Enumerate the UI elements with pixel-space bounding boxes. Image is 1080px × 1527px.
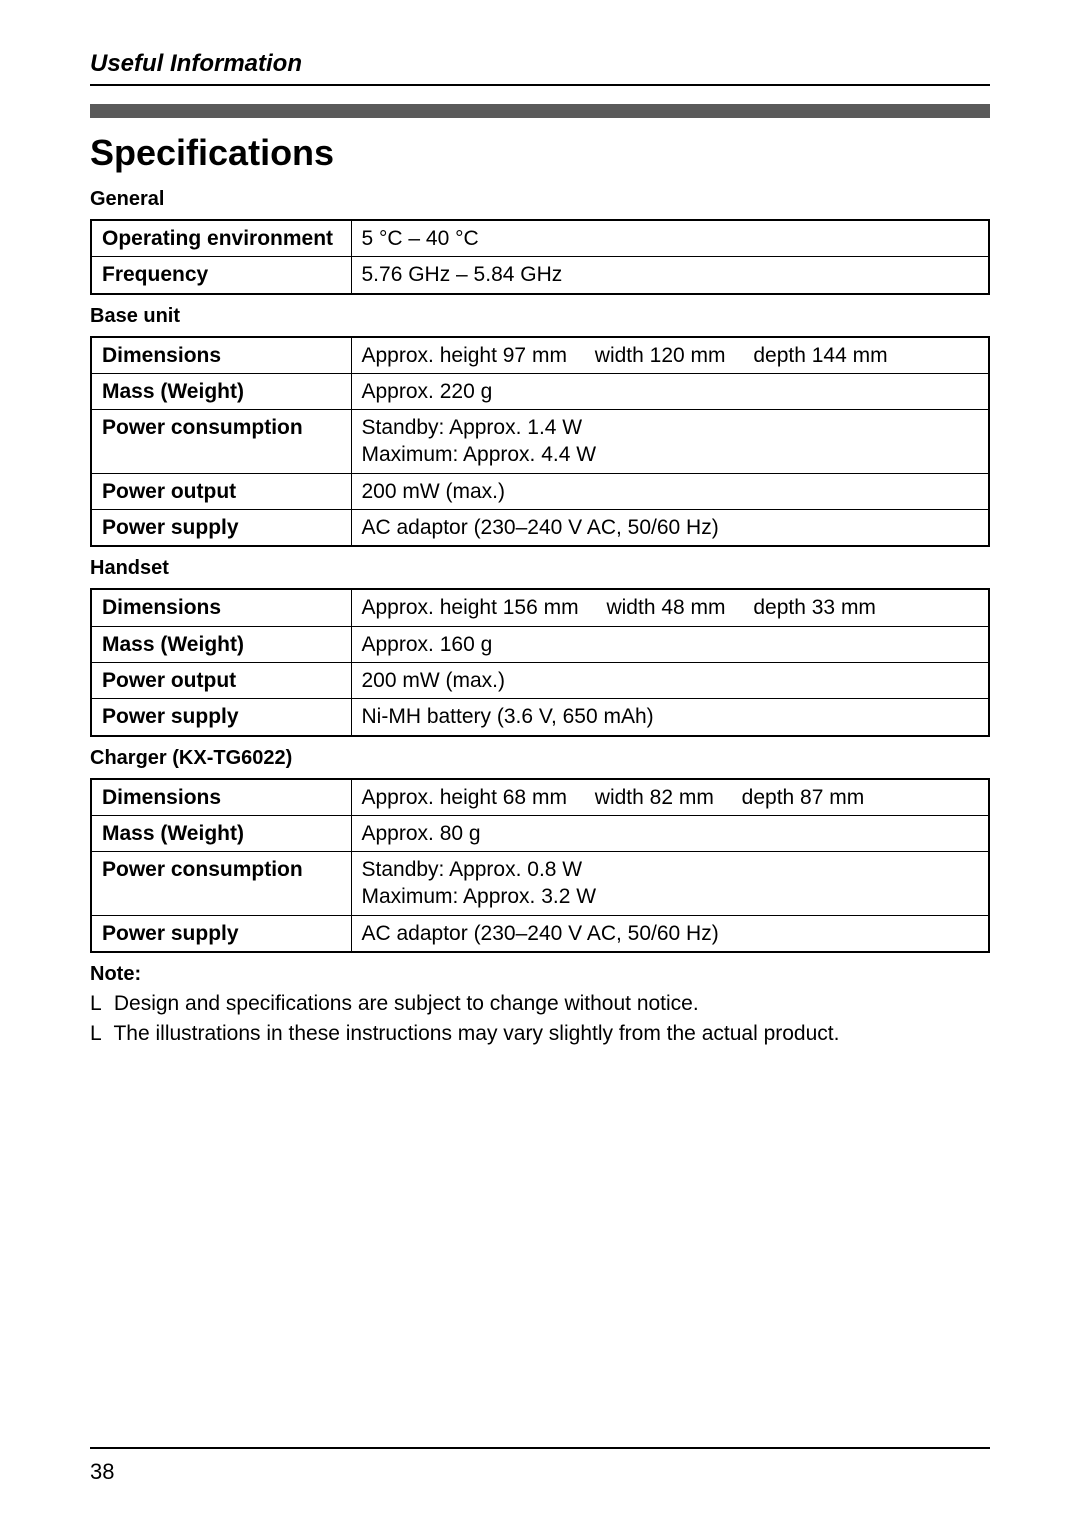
cell-label: Frequency: [91, 257, 351, 294]
cell-value: AC adaptor (230–240 V AC, 50/60 Hz): [351, 915, 989, 952]
table-row: Power consumption Standby: Approx. 1.4 W…: [91, 410, 989, 474]
cell-label: Dimensions: [91, 779, 351, 816]
cell-label: Power supply: [91, 915, 351, 952]
cell-label: Operating environment: [91, 220, 351, 257]
table-general: Operating environment 5 °C – 40 °C Frequ…: [90, 219, 990, 295]
table-row: Power output 200 mW (max.): [91, 662, 989, 698]
table-row: Power consumption Standby: Approx. 0.8 W…: [91, 852, 989, 916]
table-row: Power supply AC adaptor (230–240 V AC, 5…: [91, 915, 989, 952]
table-row: Power supply AC adaptor (230–240 V AC, 5…: [91, 510, 989, 547]
pc-standby: Standby: Approx. 1.4 W: [362, 414, 979, 441]
page: Useful Information Specifications Genera…: [0, 0, 1080, 1527]
cell-value: Approx. 220 g: [351, 373, 989, 409]
table-row: Mass (Weight) Approx. 80 g: [91, 815, 989, 851]
dim-height: Approx. height 156 mm: [362, 594, 579, 621]
page-number: 38: [90, 1459, 114, 1485]
cell-label: Power supply: [91, 699, 351, 736]
table-row: Power supply Ni-MH battery (3.6 V, 650 m…: [91, 699, 989, 736]
header-rule: [90, 84, 990, 86]
pc-maximum: Maximum: Approx. 3.2 W: [362, 883, 979, 910]
subtitle-handset: Handset: [90, 557, 990, 580]
dim-height: Approx. height 97 mm: [362, 342, 567, 369]
cell-label: Dimensions: [91, 337, 351, 374]
cell-value: Approx. height 97 mm width 120 mm depth …: [351, 337, 989, 374]
cell-label: Power output: [91, 473, 351, 509]
dim-depth: depth 33 mm: [753, 594, 876, 621]
cell-value: Standby: Approx. 0.8 W Maximum: Approx. …: [351, 852, 989, 916]
cell-label: Mass (Weight): [91, 626, 351, 662]
cell-label: Dimensions: [91, 589, 351, 626]
table-row: Operating environment 5 °C – 40 °C: [91, 220, 989, 257]
note-title: Note:: [90, 963, 990, 986]
table-row: Mass (Weight) Approx. 160 g: [91, 626, 989, 662]
cell-value: Standby: Approx. 1.4 W Maximum: Approx. …: [351, 410, 989, 474]
table-row: Frequency 5.76 GHz – 5.84 GHz: [91, 257, 989, 294]
cell-value: Approx. 80 g: [351, 815, 989, 851]
dim-depth: depth 87 mm: [742, 784, 865, 811]
subtitle-base-unit: Base unit: [90, 305, 990, 328]
table-base-unit: Dimensions Approx. height 97 mm width 12…: [90, 336, 990, 548]
decorative-bar: [90, 104, 990, 118]
cell-label: Power consumption: [91, 410, 351, 474]
cell-value: 200 mW (max.): [351, 662, 989, 698]
cell-label: Power output: [91, 662, 351, 698]
section-header: Useful Information: [90, 50, 990, 78]
table-charger: Dimensions Approx. height 68 mm width 82…: [90, 778, 990, 953]
subtitle-charger: Charger (KX-TG6022): [90, 747, 990, 770]
cell-label: Power consumption: [91, 852, 351, 916]
dim-depth: depth 144 mm: [753, 342, 887, 369]
table-row: Power output 200 mW (max.): [91, 473, 989, 509]
cell-label: Mass (Weight): [91, 815, 351, 851]
dim-width: width 82 mm: [595, 784, 714, 811]
table-row: Mass (Weight) Approx. 220 g: [91, 373, 989, 409]
cell-label: Mass (Weight): [91, 373, 351, 409]
cell-value: Ni-MH battery (3.6 V, 650 mAh): [351, 699, 989, 736]
pc-standby: Standby: Approx. 0.8 W: [362, 856, 979, 883]
note-text: The illustrations in these instructions …: [113, 1022, 839, 1045]
cell-label: Power supply: [91, 510, 351, 547]
cell-value: 5.76 GHz – 5.84 GHz: [351, 257, 989, 294]
cell-value: Approx. 160 g: [351, 626, 989, 662]
dim-height: Approx. height 68 mm: [362, 784, 567, 811]
note-item: L Design and specifications are subject …: [90, 990, 990, 1018]
note-bullet-icon: L: [90, 990, 108, 1018]
note-text: Design and specifications are subject to…: [114, 992, 699, 1015]
cell-value: Approx. height 68 mm width 82 mm depth 8…: [351, 779, 989, 816]
page-title: Specifications: [90, 132, 990, 174]
dim-width: width 120 mm: [595, 342, 726, 369]
table-handset: Dimensions Approx. height 156 mm width 4…: [90, 588, 990, 736]
table-row: Dimensions Approx. height 156 mm width 4…: [91, 589, 989, 626]
table-row: Dimensions Approx. height 97 mm width 12…: [91, 337, 989, 374]
table-row: Dimensions Approx. height 68 mm width 82…: [91, 779, 989, 816]
footer-rule: [90, 1447, 990, 1449]
dim-width: width 48 mm: [606, 594, 725, 621]
cell-value: 200 mW (max.): [351, 473, 989, 509]
note-item: L The illustrations in these instruction…: [90, 1020, 990, 1048]
cell-value: Approx. height 156 mm width 48 mm depth …: [351, 589, 989, 626]
pc-maximum: Maximum: Approx. 4.4 W: [362, 441, 979, 468]
cell-value: AC adaptor (230–240 V AC, 50/60 Hz): [351, 510, 989, 547]
note-bullet-icon: L: [90, 1020, 108, 1048]
cell-value: 5 °C – 40 °C: [351, 220, 989, 257]
subtitle-general: General: [90, 188, 990, 211]
